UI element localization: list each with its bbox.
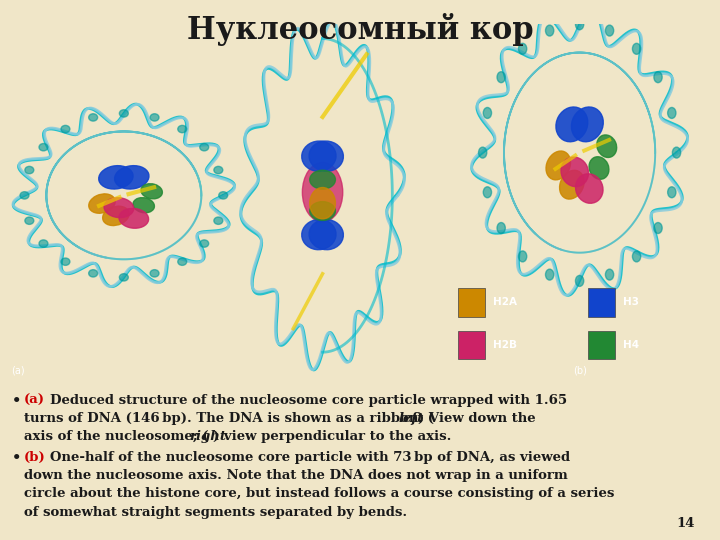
Circle shape — [546, 25, 554, 36]
Circle shape — [199, 144, 209, 151]
Text: right: right — [189, 430, 226, 443]
Text: down the nucleosome axis. Note that the DNA does not wrap in a uniform: down the nucleosome axis. Note that the … — [24, 469, 568, 482]
Ellipse shape — [561, 157, 588, 187]
Text: circle about the histone core, but instead follows a course consisting of a seri: circle about the histone core, but inste… — [24, 488, 614, 501]
Ellipse shape — [310, 170, 336, 189]
Ellipse shape — [104, 198, 134, 218]
Ellipse shape — [302, 141, 336, 171]
Circle shape — [178, 125, 186, 133]
Circle shape — [546, 269, 554, 280]
Circle shape — [89, 269, 98, 277]
Ellipse shape — [556, 107, 588, 142]
Circle shape — [39, 240, 48, 247]
Circle shape — [654, 222, 662, 233]
Text: ) View down the: ) View down the — [418, 411, 536, 424]
Circle shape — [672, 147, 680, 158]
Text: axis of the nucleosome; (: axis of the nucleosome; ( — [24, 430, 209, 443]
Circle shape — [497, 72, 505, 83]
Circle shape — [120, 274, 128, 281]
Text: H2B: H2B — [493, 340, 518, 350]
Circle shape — [20, 192, 29, 199]
Ellipse shape — [589, 157, 609, 179]
Ellipse shape — [89, 194, 115, 213]
Circle shape — [214, 217, 222, 225]
Ellipse shape — [302, 219, 336, 249]
Circle shape — [61, 258, 70, 265]
Text: •: • — [12, 451, 22, 465]
Circle shape — [61, 125, 70, 133]
Text: (b): (b) — [572, 366, 587, 375]
Ellipse shape — [99, 166, 133, 189]
Circle shape — [606, 269, 613, 280]
Ellipse shape — [114, 166, 149, 189]
Ellipse shape — [310, 201, 336, 220]
FancyBboxPatch shape — [459, 288, 485, 316]
Ellipse shape — [302, 163, 343, 222]
Text: H3: H3 — [623, 298, 639, 307]
Ellipse shape — [309, 141, 343, 171]
Circle shape — [199, 240, 209, 247]
Ellipse shape — [546, 151, 570, 180]
Text: ) view perpendicular to the axis.: ) view perpendicular to the axis. — [213, 430, 451, 443]
Circle shape — [518, 251, 527, 262]
Text: H4: H4 — [623, 340, 639, 350]
Text: •: • — [12, 394, 22, 408]
Text: 14: 14 — [677, 517, 695, 530]
Circle shape — [89, 114, 98, 121]
Circle shape — [25, 166, 34, 174]
Circle shape — [150, 114, 159, 121]
Text: One-half of the nucleosome core particle with 73 bp of DNA, as viewed: One-half of the nucleosome core particle… — [50, 451, 570, 464]
Text: H2A: H2A — [493, 298, 518, 307]
Ellipse shape — [575, 174, 603, 203]
Text: Нуклеосомный кор: Нуклеосомный кор — [186, 14, 534, 46]
Circle shape — [575, 19, 584, 30]
Ellipse shape — [119, 208, 148, 228]
Circle shape — [654, 72, 662, 83]
Ellipse shape — [310, 187, 336, 219]
Text: of somewhat straight segments separated by bends.: of somewhat straight segments separated … — [24, 505, 407, 518]
FancyBboxPatch shape — [588, 288, 615, 316]
Circle shape — [178, 258, 186, 265]
FancyBboxPatch shape — [459, 331, 485, 359]
Ellipse shape — [559, 170, 584, 199]
Circle shape — [39, 144, 48, 151]
Ellipse shape — [309, 219, 343, 249]
Circle shape — [483, 187, 492, 198]
Ellipse shape — [141, 184, 163, 199]
Text: (b): (b) — [24, 451, 46, 464]
Text: turns of DNA (146 bp). The DNA is shown as a ribbon. (: turns of DNA (146 bp). The DNA is shown … — [24, 411, 434, 424]
Circle shape — [483, 107, 492, 118]
Circle shape — [150, 269, 159, 277]
Text: Deduced structure of the nucleosome core particle wrapped with 1.65: Deduced structure of the nucleosome core… — [50, 394, 567, 407]
Text: (a): (a) — [24, 394, 45, 407]
Circle shape — [25, 217, 34, 225]
Circle shape — [632, 251, 641, 262]
Circle shape — [518, 43, 527, 55]
Circle shape — [667, 187, 676, 198]
Ellipse shape — [597, 135, 616, 158]
FancyBboxPatch shape — [588, 331, 615, 359]
Text: (a): (a) — [12, 366, 25, 375]
Ellipse shape — [103, 206, 129, 226]
Circle shape — [214, 166, 222, 174]
Circle shape — [479, 147, 487, 158]
Circle shape — [120, 110, 128, 117]
Circle shape — [632, 43, 641, 55]
Circle shape — [667, 107, 676, 118]
Text: left: left — [399, 411, 424, 424]
Circle shape — [575, 275, 584, 286]
Circle shape — [606, 25, 613, 36]
Ellipse shape — [133, 198, 154, 213]
Circle shape — [219, 192, 228, 199]
Circle shape — [497, 222, 505, 233]
Ellipse shape — [572, 107, 603, 142]
